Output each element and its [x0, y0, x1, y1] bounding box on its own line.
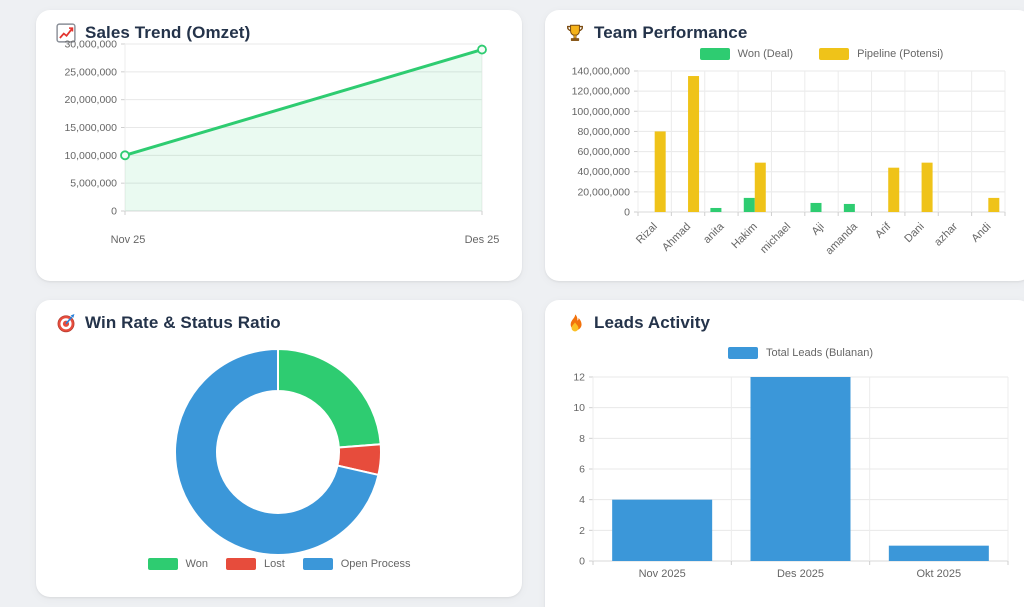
svg-text:12: 12 [573, 372, 585, 384]
legend-item-open-process[interactable]: Open Process [302, 558, 411, 570]
win-rate-donut-chart [174, 348, 382, 556]
svg-text:Rizal: Rizal [634, 221, 660, 247]
leads-activity-title: Leads Activity [594, 313, 711, 332]
legend-item-pipeline-potensi[interactable]: Pipeline (Potensi) [819, 48, 943, 60]
sales-trend-card: Sales Trend (Omzet) 0 5,000,000 10,000,000… [36, 10, 522, 281]
svg-text:Nov 25: Nov 25 [111, 234, 146, 246]
svg-text:8: 8 [579, 433, 585, 445]
win-rate-legend: Won Lost Open Process [96, 558, 462, 570]
open-process-label: Open Process [340, 558, 411, 570]
leads-activity-bar-chart: 0 2 4 6 8 10 12 Nov 2025 Des 2025 Okt 2025 [573, 372, 1009, 580]
svg-text:Okt 2025: Okt 2025 [917, 568, 962, 580]
open-process-swatch [302, 558, 333, 570]
sales-trend-title: Sales Trend (Omzet) [85, 23, 251, 42]
svg-text:10: 10 [573, 402, 585, 414]
svg-text:80,000,000: 80,000,000 [577, 126, 630, 138]
svg-text:Andi: Andi [969, 221, 993, 245]
svg-text:4: 4 [579, 494, 585, 506]
team-performance-title: Team Performance [594, 23, 748, 42]
won-label: Won [185, 558, 208, 570]
legend-item-total-leads[interactable]: Total Leads (Bulanan) [727, 347, 873, 359]
svg-text:anita: anita [701, 220, 727, 246]
svg-text:6: 6 [579, 464, 585, 476]
svg-text:Dani: Dani [902, 221, 926, 245]
svg-text:120,000,000: 120,000,000 [572, 86, 631, 98]
team-performance-header: Team Performance [545, 10, 1024, 43]
svg-text:140,000,000: 140,000,000 [572, 66, 631, 78]
svg-text:Des 25: Des 25 [465, 234, 500, 246]
lost-swatch [225, 558, 256, 570]
svg-text:5,000,000: 5,000,000 [70, 178, 117, 190]
svg-text:15,000,000: 15,000,000 [64, 122, 117, 134]
svg-text:0: 0 [111, 206, 117, 218]
lost-label: Lost [263, 558, 285, 570]
win-rate-title: Win Rate & Status Ratio [85, 313, 281, 332]
trophy-icon [565, 23, 585, 43]
total-leads-label: Total Leads (Bulanan) [765, 347, 873, 359]
svg-text:Nov 2025: Nov 2025 [639, 568, 686, 580]
sales-trend-line-chart: 0 5,000,000 10,000,000 15,000,000 20,000,000… [64, 39, 500, 247]
total-leads-swatch [727, 347, 758, 359]
won-deal-label: Won (Deal) [737, 48, 794, 60]
svg-text:michael: michael [758, 221, 793, 256]
leads-activity-legend: Total Leads (Bulanan) [593, 347, 1008, 359]
target-icon [56, 313, 76, 333]
pipeline-potensi-swatch [819, 48, 850, 60]
fire-icon [565, 313, 585, 333]
svg-text:10,000,000: 10,000,000 [64, 150, 117, 162]
won-swatch [147, 558, 178, 570]
svg-text:40,000,000: 40,000,000 [577, 166, 630, 178]
team-performance-legend: Won (Deal) Pipeline (Potensi) [638, 48, 1005, 60]
legend-item-won[interactable]: Won [147, 558, 208, 570]
legend-item-won-deal[interactable]: Won (Deal) [699, 48, 794, 60]
legend-item-lost[interactable]: Lost [225, 558, 285, 570]
svg-text:2: 2 [579, 525, 585, 537]
svg-text:azhar: azhar [932, 220, 960, 248]
won-deal-swatch [699, 48, 730, 60]
svg-text:20,000,000: 20,000,000 [577, 186, 630, 198]
svg-text:60,000,000: 60,000,000 [577, 146, 630, 158]
svg-text:Aji: Aji [809, 221, 826, 238]
leads-activity-card: Leads Activity Total Leads (Bulanan) 0 2 4… [545, 300, 1024, 607]
sales-trend-header: Sales Trend (Omzet) [36, 10, 522, 43]
chart-increasing-icon [56, 23, 76, 43]
leads-activity-header: Leads Activity [545, 300, 1024, 333]
win-rate-card: Win Rate & Status Ratio Won Lost Open Pr… [36, 300, 522, 597]
svg-text:30,000,000: 30,000,000 [64, 39, 117, 51]
svg-text:20,000,000: 20,000,000 [64, 94, 117, 106]
win-rate-header: Win Rate & Status Ratio [36, 300, 522, 333]
svg-text:Des 2025: Des 2025 [777, 568, 824, 580]
team-performance-bar-chart: 0 20,000,000 40,000,000 60,000,000 80,000,00… [572, 66, 1006, 257]
svg-text:Ahmad: Ahmad [660, 221, 693, 254]
pipeline-potensi-label: Pipeline (Potensi) [857, 48, 944, 60]
svg-text:Arif: Arif [873, 220, 894, 241]
svg-text:25,000,000: 25,000,000 [64, 66, 117, 78]
svg-text:0: 0 [624, 207, 630, 219]
svg-text:100,000,000: 100,000,000 [572, 106, 631, 118]
team-performance-card: Team Performance Won (Deal) Pipeline (Po… [545, 10, 1024, 281]
svg-text:Hakim: Hakim [729, 221, 760, 252]
svg-text:amanda: amanda [823, 220, 860, 257]
svg-text:0: 0 [579, 556, 585, 568]
